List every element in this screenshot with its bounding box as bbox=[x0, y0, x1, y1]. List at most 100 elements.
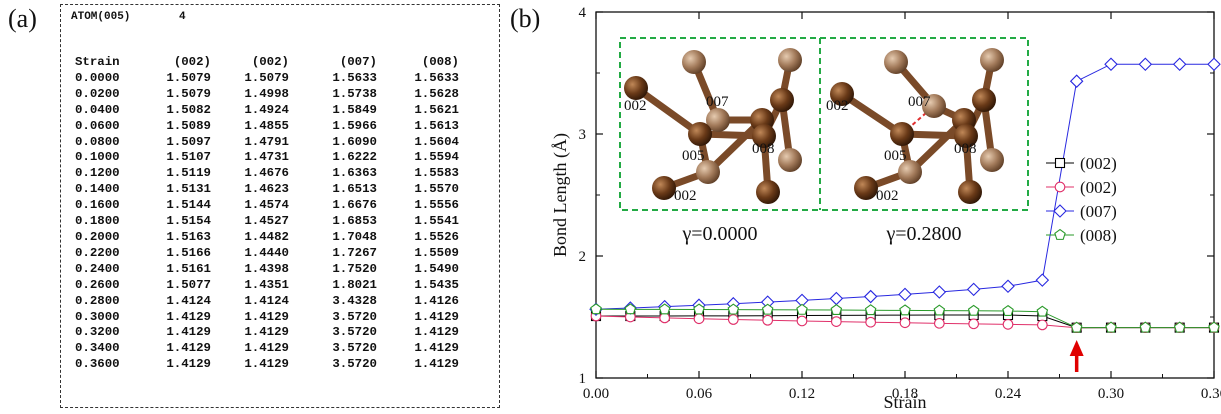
table-cell: 1.4129 bbox=[166, 325, 211, 340]
table-cell: 1.5621 bbox=[414, 102, 459, 117]
table-cell: 1.5154 bbox=[166, 214, 211, 229]
atom bbox=[706, 108, 730, 132]
table-cell: 1.4791 bbox=[244, 134, 289, 149]
atom-label: 002 bbox=[674, 188, 697, 204]
table-cell: 1.5490 bbox=[414, 261, 459, 276]
table-cell: 1.5541 bbox=[414, 214, 459, 229]
table-cell: 1.7048 bbox=[332, 229, 377, 244]
table-cell: 1.4924 bbox=[244, 102, 289, 117]
data-point bbox=[1070, 321, 1083, 333]
table-cell: 1.5077 bbox=[166, 277, 211, 292]
atom-label: 008 bbox=[954, 141, 977, 157]
table-cell: 1.5166 bbox=[166, 245, 211, 260]
data-point bbox=[1208, 321, 1220, 333]
table-cell: 0.2400 bbox=[75, 261, 120, 276]
atom-label: 002 bbox=[876, 188, 899, 204]
x-tick-label: 0.00 bbox=[583, 386, 609, 402]
data-point bbox=[796, 303, 808, 315]
table-cell: 1.5633 bbox=[332, 70, 377, 85]
table-cell: 0.1800 bbox=[75, 214, 120, 229]
data-point bbox=[932, 285, 947, 299]
table-cell: 1.4129 bbox=[244, 325, 289, 340]
table-row: 0.0200 1.5079 1.4998 1.5738 1.5628 bbox=[75, 87, 459, 103]
data-point bbox=[865, 316, 877, 328]
atom bbox=[972, 88, 996, 112]
table-cell: 1.5849 bbox=[332, 102, 377, 117]
table-cell: 0.1600 bbox=[75, 198, 120, 213]
table-cell: 1.4440 bbox=[244, 245, 289, 260]
x-tick-label: 0.24 bbox=[995, 386, 1022, 402]
atom bbox=[752, 124, 776, 148]
atom-label: ATOM(005) bbox=[71, 11, 131, 23]
legend-marker bbox=[1054, 157, 1066, 169]
data-point bbox=[727, 303, 740, 315]
x-tick-label: 0.12 bbox=[789, 386, 815, 402]
column-header: (002) bbox=[173, 55, 211, 69]
data-point bbox=[1173, 321, 1186, 333]
table-row: 0.2000 1.5163 1.4482 1.7048 1.5526 bbox=[75, 230, 459, 246]
bond bbox=[704, 116, 766, 176]
data-point bbox=[762, 314, 774, 326]
x-tick-label: 0.36 bbox=[1201, 386, 1221, 402]
data-point bbox=[968, 318, 980, 330]
table-cell: 3.5720 bbox=[332, 357, 377, 372]
series-3 bbox=[590, 303, 1220, 333]
legend-marker bbox=[1054, 181, 1066, 193]
table-cell: 1.4129 bbox=[244, 309, 289, 324]
table-header-row: Strain (002) (002) (007) (008) bbox=[75, 55, 459, 71]
x-tick-label: 0.06 bbox=[686, 386, 713, 402]
table-cell: 1.7520 bbox=[332, 261, 377, 276]
panel-a-letter: (a) bbox=[8, 4, 37, 33]
table-cell: 1.5079 bbox=[166, 70, 211, 85]
table-cell: 1.5107 bbox=[166, 150, 211, 165]
table-row: 0.1800 1.5154 1.4527 1.6853 1.5541 bbox=[75, 214, 459, 230]
y-axis-label: Bond Length (Å) bbox=[550, 133, 571, 257]
atom bbox=[778, 148, 802, 172]
data-point bbox=[693, 303, 705, 315]
atom bbox=[830, 82, 854, 106]
data-point bbox=[658, 303, 671, 315]
atom bbox=[652, 176, 676, 200]
y-tick-label: 1 bbox=[579, 371, 587, 387]
table-cell: 0.3200 bbox=[75, 325, 120, 340]
table-cell: 1.4129 bbox=[166, 309, 211, 324]
table-cell: 1.4855 bbox=[244, 118, 289, 133]
bond bbox=[906, 116, 968, 176]
table-cell: 3.5720 bbox=[332, 341, 377, 356]
panel-b-letter: (b) bbox=[510, 4, 541, 33]
legend-label: (007) bbox=[1080, 202, 1117, 221]
table-cell: 1.5556 bbox=[414, 198, 459, 213]
atom bbox=[770, 88, 794, 112]
data-point bbox=[659, 312, 671, 324]
table-cell: 0.2200 bbox=[75, 245, 120, 260]
atom-label: 005 bbox=[884, 148, 907, 164]
table-row: 0.0600 1.5089 1.4855 1.5966 1.5613 bbox=[75, 119, 459, 135]
data-point bbox=[830, 316, 842, 327]
table-body: 0.0000 1.5079 1.5079 1.5633 1.5633 0.0200 1.50… bbox=[75, 71, 459, 373]
table-row: 0.3600 1.4129 1.4129 3.5720 1.4129 bbox=[75, 357, 459, 373]
table-cell: 1.5089 bbox=[166, 118, 211, 133]
y-tick-label: 2 bbox=[579, 249, 587, 265]
atom bbox=[682, 50, 706, 74]
atom-label: 002 bbox=[826, 98, 849, 114]
data-point bbox=[1002, 304, 1014, 316]
table-cell: 1.5082 bbox=[166, 102, 211, 117]
column-header: Strain bbox=[75, 55, 120, 69]
table-cell: 1.4129 bbox=[244, 357, 289, 372]
data-point bbox=[1036, 319, 1048, 331]
atom bbox=[778, 48, 802, 72]
table-cell: 1.5119 bbox=[166, 166, 211, 181]
structure-inset: 002 007 005 008 002 002 007 005 008 002 bbox=[619, 37, 1029, 211]
table-cell: 3.5720 bbox=[332, 309, 377, 324]
data-point bbox=[899, 304, 911, 316]
table-row: 0.3200 1.4129 1.4129 3.5720 1.4129 bbox=[75, 325, 459, 341]
table-cell: 0.0400 bbox=[75, 102, 120, 117]
table-cell: 1.5079 bbox=[166, 86, 211, 101]
table-cell: 1.4126 bbox=[414, 293, 459, 308]
table-cell: 0.1200 bbox=[75, 166, 120, 181]
table-cell: 1.5161 bbox=[166, 261, 211, 276]
table-cell: 1.4129 bbox=[414, 341, 459, 356]
atom-label: 007 bbox=[706, 94, 729, 110]
table-row: 0.1200 1.5119 1.4676 1.6363 1.5583 bbox=[75, 166, 459, 182]
table-cell: 1.4623 bbox=[244, 182, 289, 197]
